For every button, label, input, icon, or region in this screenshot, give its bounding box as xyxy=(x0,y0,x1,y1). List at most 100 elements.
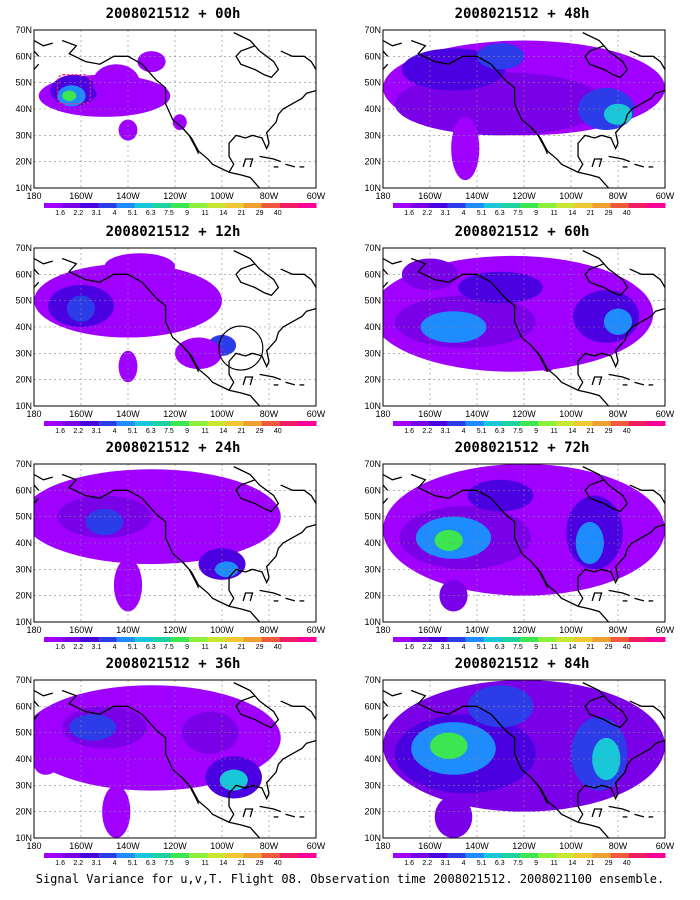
x-tick-label: 60W xyxy=(307,409,326,419)
colorbar-swatch xyxy=(98,853,118,858)
colorbar-swatch xyxy=(189,853,208,858)
map-panel-24h: 2008021512 + 24h 70N 60N 50N 40N 30N 20N 10N 18… xyxy=(8,440,338,655)
y-tick-label: 60N xyxy=(364,269,381,279)
x-tick-label: 160W xyxy=(418,841,442,851)
coastline xyxy=(410,39,610,188)
coastline xyxy=(228,307,316,391)
x-tick-label: 80W xyxy=(609,409,628,419)
variance-region xyxy=(172,114,187,131)
colorbar-swatch xyxy=(646,853,666,858)
colorbar-swatch xyxy=(134,637,154,642)
coastline xyxy=(582,250,629,297)
colorbar-swatch xyxy=(297,853,317,858)
variance-region xyxy=(69,714,117,741)
colorbar-swatch xyxy=(243,203,263,208)
plot-frame xyxy=(33,679,317,839)
y-tick-label: 10N xyxy=(364,617,381,627)
colorbar-swatch xyxy=(116,421,136,426)
x-tick-label: 60W xyxy=(307,625,326,635)
colorbar-swatch xyxy=(538,203,557,208)
colorbar-swatch xyxy=(574,203,593,208)
x-tick-label: 180 xyxy=(375,841,390,851)
colorbar-swatch xyxy=(538,421,557,426)
x-tick-label: 120W xyxy=(163,625,187,635)
colorbar-label: 21 xyxy=(587,428,595,435)
variance-region xyxy=(430,732,468,759)
y-tick-label: 20N xyxy=(364,375,381,385)
x-tick-label: 160W xyxy=(69,625,93,635)
colorbar-label: 40 xyxy=(274,210,282,217)
colorbar-swatch xyxy=(98,203,118,208)
colorbar-label: 7.5 xyxy=(164,428,174,435)
colorbar-label: 7.5 xyxy=(513,210,523,217)
coastline xyxy=(259,373,281,381)
colorbar-swatch xyxy=(610,203,630,208)
colorbar-label: 40 xyxy=(623,428,631,435)
coastline xyxy=(383,39,402,47)
colorbar-swatch xyxy=(465,421,485,426)
y-tick-label: 60N xyxy=(15,485,32,495)
colorbar-swatch xyxy=(62,853,81,858)
colorbar-label: 4 xyxy=(113,428,117,435)
y-tick-label: 60N xyxy=(364,701,381,711)
colorbar-label: 7.5 xyxy=(513,860,523,867)
panel-title: 2008021512 + 60h xyxy=(454,224,590,240)
coastline xyxy=(591,808,603,818)
y-tick-label: 50N xyxy=(364,296,381,306)
colorbar-label: 2.2 xyxy=(73,860,83,867)
colorbar-label: 14 xyxy=(568,860,576,867)
y-tick-label: 20N xyxy=(15,157,32,167)
colorbar-swatch xyxy=(556,203,575,208)
coastline xyxy=(634,163,645,168)
coastline xyxy=(410,257,610,406)
y-tick-label: 20N xyxy=(15,375,32,385)
colorbar-swatch xyxy=(501,203,521,208)
colorbar-swatch xyxy=(116,203,136,208)
coastline xyxy=(530,777,549,805)
x-tick-label: 60W xyxy=(656,409,675,419)
plot-frame xyxy=(382,29,666,189)
colorbar-label: 6.3 xyxy=(146,644,156,651)
colorbar-label: 11 xyxy=(551,210,558,217)
coastline xyxy=(285,813,296,818)
colorbar-swatch xyxy=(592,637,612,642)
x-tick-label: 140W xyxy=(116,409,140,419)
colorbar-swatch xyxy=(519,853,539,858)
colorbar-label: 40 xyxy=(623,860,631,867)
colorbar-swatch xyxy=(261,421,281,426)
colorbar-swatch xyxy=(393,853,412,858)
variance-region xyxy=(92,471,187,499)
x-tick-label: 180 xyxy=(26,191,41,201)
y-tick-label: 60N xyxy=(364,485,381,495)
colorbar-swatch xyxy=(297,421,317,426)
colorbar-swatch xyxy=(646,203,666,208)
colorbar-swatch xyxy=(189,203,208,208)
colorbar-swatch xyxy=(44,637,63,642)
coastline xyxy=(608,373,630,381)
variance-region xyxy=(62,90,77,102)
coastline xyxy=(34,39,53,47)
colorbar-label: 5.1 xyxy=(128,428,138,435)
colorbar-label: 40 xyxy=(274,428,282,435)
coastline xyxy=(530,127,549,155)
colorbar-swatch xyxy=(207,637,226,642)
colorbar-swatch xyxy=(501,637,521,642)
colorbar-label: 21 xyxy=(238,210,246,217)
coastline xyxy=(582,466,629,513)
colorbar-label: 7.5 xyxy=(513,644,523,651)
coastline xyxy=(259,805,281,813)
colorbar-label: 29 xyxy=(605,860,613,867)
colorbar-swatch xyxy=(628,421,648,426)
x-tick-label: 80W xyxy=(609,841,628,851)
colorbar-swatch xyxy=(556,421,575,426)
colorbar-label: 6.3 xyxy=(146,860,156,867)
x-tick-label: 140W xyxy=(116,625,140,635)
coastline xyxy=(61,473,261,622)
colorbar-swatch xyxy=(225,421,244,426)
x-tick-label: 160W xyxy=(418,625,442,635)
y-tick-label: 70N xyxy=(15,25,32,35)
x-tick-label: 160W xyxy=(418,409,442,419)
